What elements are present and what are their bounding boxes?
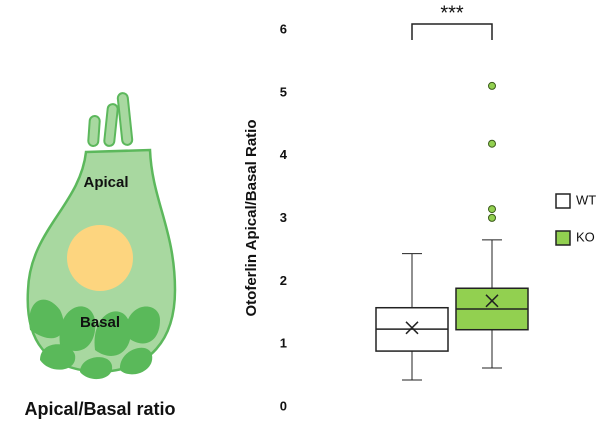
- figure: Apical Basal Apical/Basal ratio Otoferli…: [0, 0, 603, 423]
- legend-label: KO: [576, 229, 595, 244]
- y-axis-label: Otoferlin Apical/Basal Ratio: [243, 120, 260, 317]
- basal-label: Basal: [80, 314, 120, 331]
- y-tick-label: 4: [280, 147, 288, 162]
- significance-bracket: [412, 24, 492, 40]
- outlier: [489, 82, 496, 89]
- legend-label: WT: [576, 192, 596, 207]
- diagram-caption: Apical/Basal ratio: [24, 399, 175, 419]
- legend-swatch: [556, 231, 570, 245]
- y-tick-label: 6: [280, 21, 287, 36]
- legend-swatch: [556, 194, 570, 208]
- y-tick-label: 3: [280, 210, 287, 225]
- y-tick-label: 2: [280, 273, 287, 288]
- y-tick-label: 0: [280, 398, 287, 413]
- significance-label: ***: [440, 2, 464, 24]
- outlier: [489, 140, 496, 147]
- outlier: [489, 214, 496, 221]
- y-tick-label: 1: [280, 336, 287, 351]
- y-tick-label: 5: [280, 84, 287, 99]
- cell-diagram: Apical Basal Apical/Basal ratio: [24, 93, 175, 419]
- outlier: [489, 206, 496, 213]
- apical-label: Apical: [83, 174, 128, 191]
